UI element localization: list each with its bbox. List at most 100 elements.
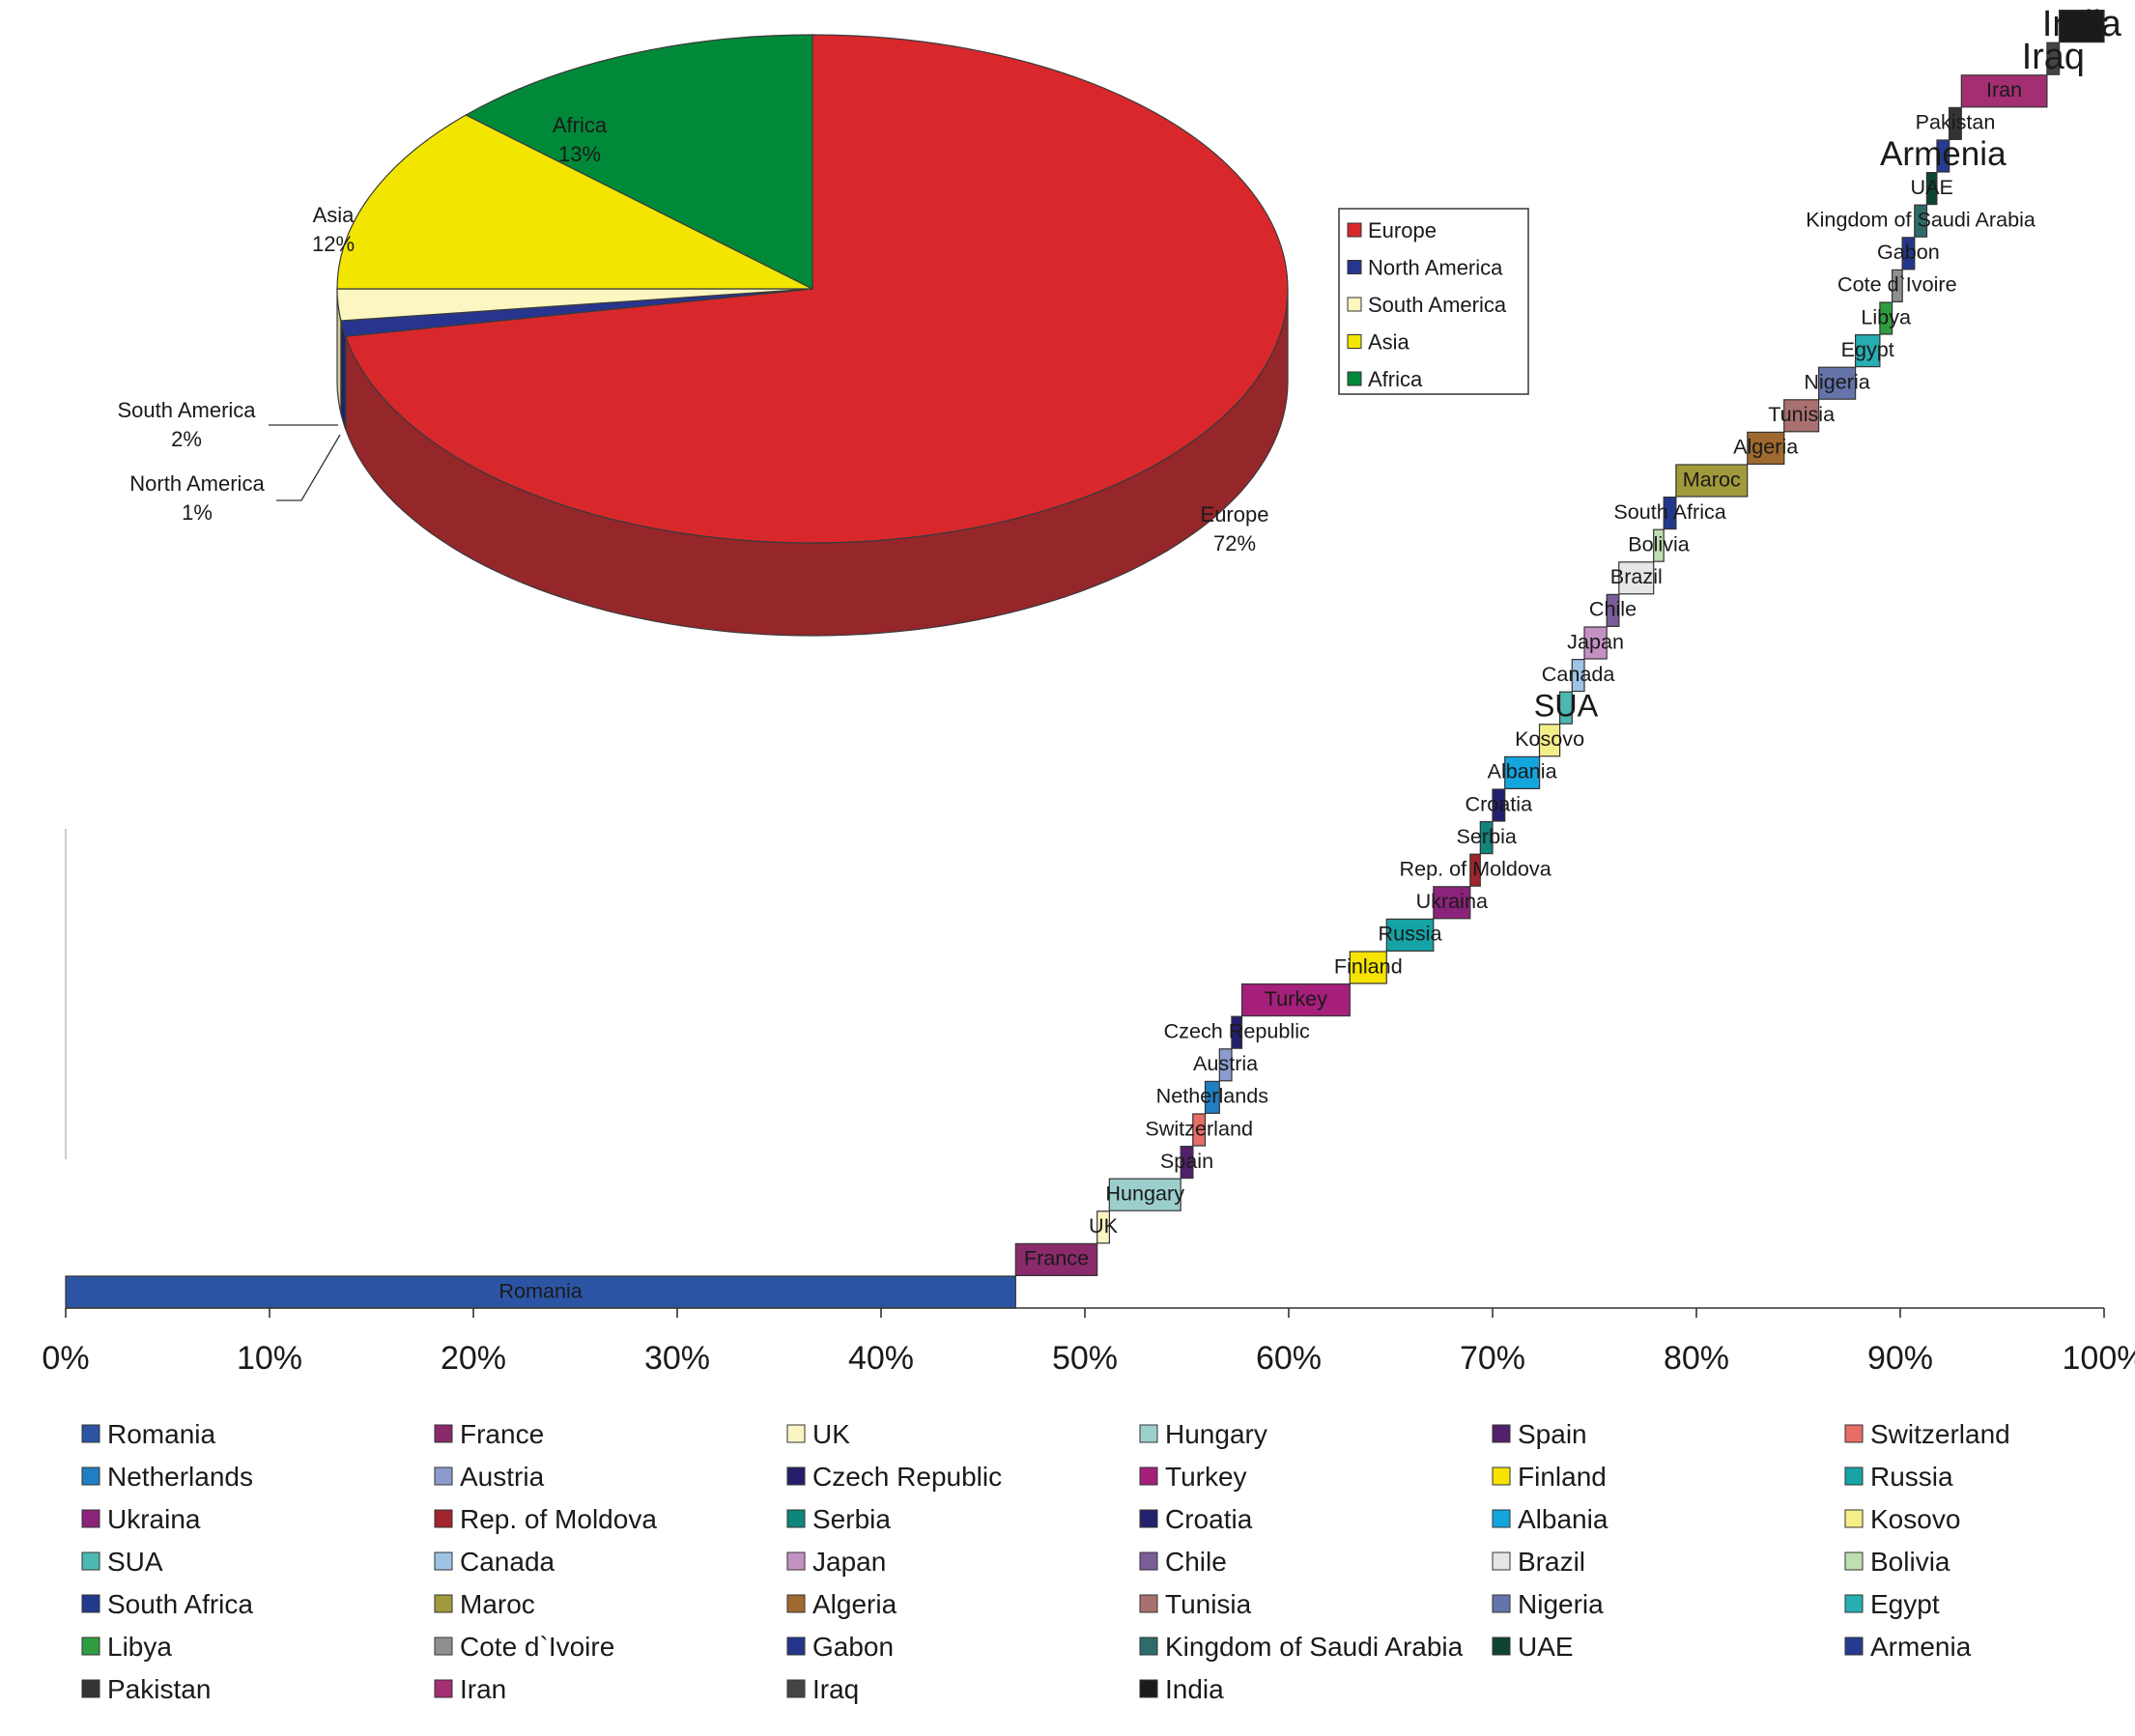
legend-swatch-libya <box>81 1636 100 1656</box>
pie-value-africa: 13% <box>558 142 601 166</box>
bar-sua <box>1558 691 1573 725</box>
legend-label-maroc: Maroc <box>460 1589 535 1619</box>
bar-gabon <box>1901 237 1916 270</box>
legend-swatch-india <box>1139 1679 1158 1698</box>
bar-label-japan: Japan <box>1567 629 1624 653</box>
pie-legend: Europe North America South America Asia Afri… <box>1338 208 1529 395</box>
legend-label-nigeria: Nigeria <box>1518 1589 1604 1619</box>
legend-swatch-finland <box>1492 1466 1511 1486</box>
legend-swatch-austria <box>434 1466 453 1486</box>
bar-label-spain: Spain <box>1160 1149 1213 1173</box>
legend-swatch-egypt <box>1844 1594 1864 1613</box>
bar-brazil <box>1618 561 1655 595</box>
bar-label-russia: Russia <box>1378 922 1442 946</box>
bar-iran <box>1960 74 2048 108</box>
bar-switzerland <box>1192 1113 1207 1147</box>
bar-label-serbia: Serbia <box>1456 824 1517 848</box>
bar-chile <box>1606 593 1620 628</box>
bar-armenia <box>1936 139 1950 173</box>
pie-side-north-america <box>340 320 347 430</box>
bar-label-south-africa: South Africa <box>1613 499 1726 524</box>
legend-swatch-brazil <box>1492 1551 1511 1571</box>
x-tick-label-1: 10% <box>237 1340 302 1377</box>
legend-label-netherlands: Netherlands <box>107 1462 253 1492</box>
legend-label-rep-of-moldova: Rep. of Moldova <box>460 1504 657 1534</box>
legend-swatch-turkey <box>1139 1466 1158 1486</box>
waterfall-legend: Romania France UK Hungary Spain Switzerland Ne… <box>81 1419 2010 1704</box>
bar-label-armenia: Armenia <box>1880 135 2007 173</box>
pie-slice-africa <box>465 34 813 290</box>
bar-maroc <box>1675 464 1749 498</box>
pie-slice-asia <box>336 114 813 290</box>
bar-bolivia <box>1653 528 1665 562</box>
bar-russia <box>1385 918 1435 953</box>
bar-czech-republic <box>1231 1015 1243 1049</box>
legend-swatch-hungary <box>1139 1424 1158 1443</box>
bar-label-pakistan: Pakistan <box>1916 110 1996 134</box>
pie-label-asia: Asia <box>313 203 356 227</box>
bar-label-chile: Chile <box>1589 597 1637 621</box>
legend-swatch-croatia <box>1139 1509 1158 1528</box>
legend-label-uae: UAE <box>1518 1632 1574 1662</box>
legend-label-ukraina: Ukraina <box>107 1504 201 1534</box>
bar-austria <box>1218 1048 1233 1082</box>
legend-swatch-canada <box>434 1551 453 1571</box>
legend-label-south-africa: South Africa <box>107 1589 253 1619</box>
x-tick-label-5: 50% <box>1052 1340 1118 1377</box>
bar-kosovo <box>1538 724 1561 757</box>
legend-label-gabon: Gabon <box>812 1632 894 1662</box>
pie-legend-swatch-north-america <box>1347 260 1362 274</box>
pie-legend-swatch-asia <box>1347 334 1362 349</box>
pie-label-north-america: North America <box>129 471 265 496</box>
bar-turkey <box>1240 982 1351 1017</box>
legend-label-iraq: Iraq <box>812 1674 859 1704</box>
legend-label-iran: Iran <box>460 1674 506 1704</box>
pie-value-europe: 72% <box>1213 531 1256 555</box>
bar-label-iraq: Iraq <box>2022 37 2085 77</box>
legend-label-algeria: Algeria <box>812 1589 897 1619</box>
bar-serbia <box>1479 820 1494 855</box>
bar-label-rep-of-moldova: Rep. of Moldova <box>1399 857 1551 881</box>
bar-label-iran: Iran <box>1986 77 2022 101</box>
bar-label-india: India <box>2042 4 2122 44</box>
bar-label-cote-d-ivoire: Cote d`Ivoire <box>1837 272 1957 297</box>
bar-label-egypt: Egypt <box>1841 337 1894 361</box>
bar-label-netherlands: Netherlands <box>1156 1084 1269 1108</box>
legend-swatch-pakistan <box>81 1679 100 1698</box>
bar-pakistan <box>1948 106 1962 141</box>
legend-swatch-bolivia <box>1844 1551 1864 1571</box>
bar-rep-of-moldova <box>1469 853 1481 887</box>
bar-label-maroc: Maroc <box>1683 467 1741 491</box>
pie-value-north-america: 1% <box>182 500 213 525</box>
pie-chart: Europe 72% North America 1% South America 2% A… <box>117 34 1289 637</box>
bar-label-kingdom-of-saudi-arabia: Kingdom of Saudi Arabia <box>1806 208 2036 232</box>
bar-south-africa <box>1663 496 1677 530</box>
bar-label-algeria: Algeria <box>1733 435 1799 459</box>
bar-label-france: France <box>1024 1246 1089 1270</box>
legend-swatch-iran <box>434 1679 453 1698</box>
pie-value-asia: 12% <box>312 232 355 256</box>
legend-swatch-algeria <box>786 1594 806 1613</box>
bar-label-tunisia: Tunisia <box>1768 402 1836 426</box>
bar-label-croatia: Croatia <box>1465 791 1533 815</box>
legend-label-egypt: Egypt <box>1870 1589 1940 1619</box>
legend-swatch-ukraina <box>81 1509 100 1528</box>
bar-finland <box>1349 951 1387 984</box>
bar-label-hungary: Hungary <box>1105 1181 1184 1206</box>
legend-swatch-tunisia <box>1139 1594 1158 1613</box>
pie-legend-label-africa: Africa <box>1368 367 1423 391</box>
legend-swatch-spain <box>1492 1424 1511 1443</box>
bar-tunisia <box>1783 399 1820 433</box>
bar-libya <box>1879 301 1893 335</box>
pie-legend-swatch-south-america <box>1347 297 1362 312</box>
legend-label-sua: SUA <box>107 1547 163 1577</box>
legend-swatch-sua <box>81 1551 100 1571</box>
bar-label-gabon: Gabon <box>1877 240 1940 264</box>
legend-label-pakistan: Pakistan <box>107 1674 211 1704</box>
legend-label-russia: Russia <box>1870 1462 1953 1492</box>
x-tick-label-0: 0% <box>42 1340 89 1377</box>
bar-japan <box>1583 626 1608 660</box>
bar-label-romania: Romania <box>498 1278 583 1302</box>
